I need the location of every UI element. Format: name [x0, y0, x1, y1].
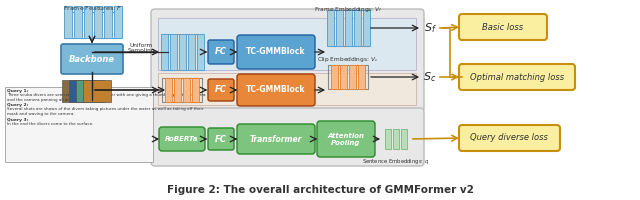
Text: Uniform
Sampling: Uniform Sampling — [127, 43, 155, 53]
Bar — [328, 10, 368, 46]
Bar — [358, 65, 365, 89]
FancyBboxPatch shape — [459, 14, 547, 40]
FancyBboxPatch shape — [61, 44, 123, 74]
Text: Three scuba divers are seen moving along the water with one giving a thumbs up t: Three scuba divers are seen moving along… — [7, 93, 205, 102]
Bar — [349, 65, 356, 89]
Text: $S_c$: $S_c$ — [424, 70, 436, 84]
FancyBboxPatch shape — [317, 121, 375, 157]
FancyBboxPatch shape — [237, 124, 315, 154]
Text: TC-GMMBlock: TC-GMMBlock — [246, 86, 306, 95]
Bar — [331, 65, 338, 89]
Bar — [114, 6, 122, 38]
Text: Sentence Embeddings: $q$: Sentence Embeddings: $q$ — [362, 158, 429, 166]
Text: FC: FC — [215, 47, 227, 56]
Text: Backbone: Backbone — [69, 54, 115, 64]
Bar — [340, 65, 347, 89]
Bar — [158, 18, 416, 70]
Text: Query diverse loss: Query diverse loss — [470, 134, 548, 142]
Bar — [76, 80, 104, 102]
Bar — [393, 129, 399, 149]
Text: Frame Embeddings: $V_f$: Frame Embeddings: $V_f$ — [314, 5, 383, 15]
FancyBboxPatch shape — [208, 128, 234, 150]
Bar — [188, 34, 195, 70]
FancyBboxPatch shape — [459, 125, 560, 151]
Text: Several shots are shown of the divers taking pictures under the water as well as: Several shots are shown of the divers ta… — [7, 107, 204, 116]
Bar — [158, 73, 416, 105]
Bar — [174, 78, 181, 102]
Text: RoBERTa: RoBERTa — [165, 136, 199, 142]
Bar — [62, 80, 90, 102]
Text: TC-GMMBlock: TC-GMMBlock — [246, 47, 306, 56]
Bar — [104, 6, 112, 38]
Bar — [162, 34, 202, 70]
FancyBboxPatch shape — [237, 35, 315, 69]
Text: Query 2:: Query 2: — [7, 103, 28, 107]
FancyBboxPatch shape — [208, 79, 234, 101]
Bar — [5, 87, 153, 162]
Bar — [353, 10, 360, 46]
Text: Frame Features: $F$: Frame Features: $F$ — [63, 4, 122, 12]
Bar — [179, 34, 186, 70]
Text: $S_f$: $S_f$ — [424, 21, 436, 35]
Bar — [65, 12, 121, 38]
Bar — [362, 10, 369, 46]
Bar — [196, 34, 204, 70]
Text: Query 3:: Query 3: — [7, 118, 28, 122]
Bar — [74, 6, 82, 38]
Bar — [64, 6, 72, 38]
Bar — [84, 6, 92, 38]
Text: Basic loss: Basic loss — [483, 22, 524, 31]
Bar — [326, 10, 333, 46]
Text: FC: FC — [215, 134, 227, 144]
Bar — [83, 80, 111, 102]
FancyBboxPatch shape — [459, 64, 575, 90]
Bar — [385, 129, 391, 149]
FancyBboxPatch shape — [151, 108, 424, 166]
Text: Attention
Pooling: Attention Pooling — [328, 132, 365, 146]
Bar — [170, 34, 177, 70]
Text: Clip Embeddings: $V_c$: Clip Embeddings: $V_c$ — [317, 55, 379, 64]
Bar — [192, 78, 199, 102]
Text: Optimal matching loss: Optimal matching loss — [470, 72, 564, 82]
FancyBboxPatch shape — [159, 127, 205, 151]
FancyBboxPatch shape — [208, 40, 234, 64]
Text: Figure 2: The overall architecture of GMMFormer v2: Figure 2: The overall architecture of GM… — [166, 185, 474, 195]
Text: FC: FC — [215, 86, 227, 95]
Bar — [335, 10, 342, 46]
FancyBboxPatch shape — [151, 9, 424, 112]
Bar — [183, 78, 190, 102]
Bar — [165, 78, 172, 102]
Bar — [401, 129, 407, 149]
Bar — [328, 65, 368, 89]
Text: Transformer: Transformer — [250, 134, 302, 144]
Bar — [344, 10, 351, 46]
Text: In the end the divers come to the surface.: In the end the divers come to the surfac… — [7, 122, 93, 126]
Text: Query 1:: Query 1: — [7, 89, 28, 93]
Bar — [162, 78, 202, 102]
Bar — [69, 80, 97, 102]
Bar — [94, 6, 102, 38]
Bar — [161, 34, 168, 70]
FancyBboxPatch shape — [237, 74, 315, 106]
